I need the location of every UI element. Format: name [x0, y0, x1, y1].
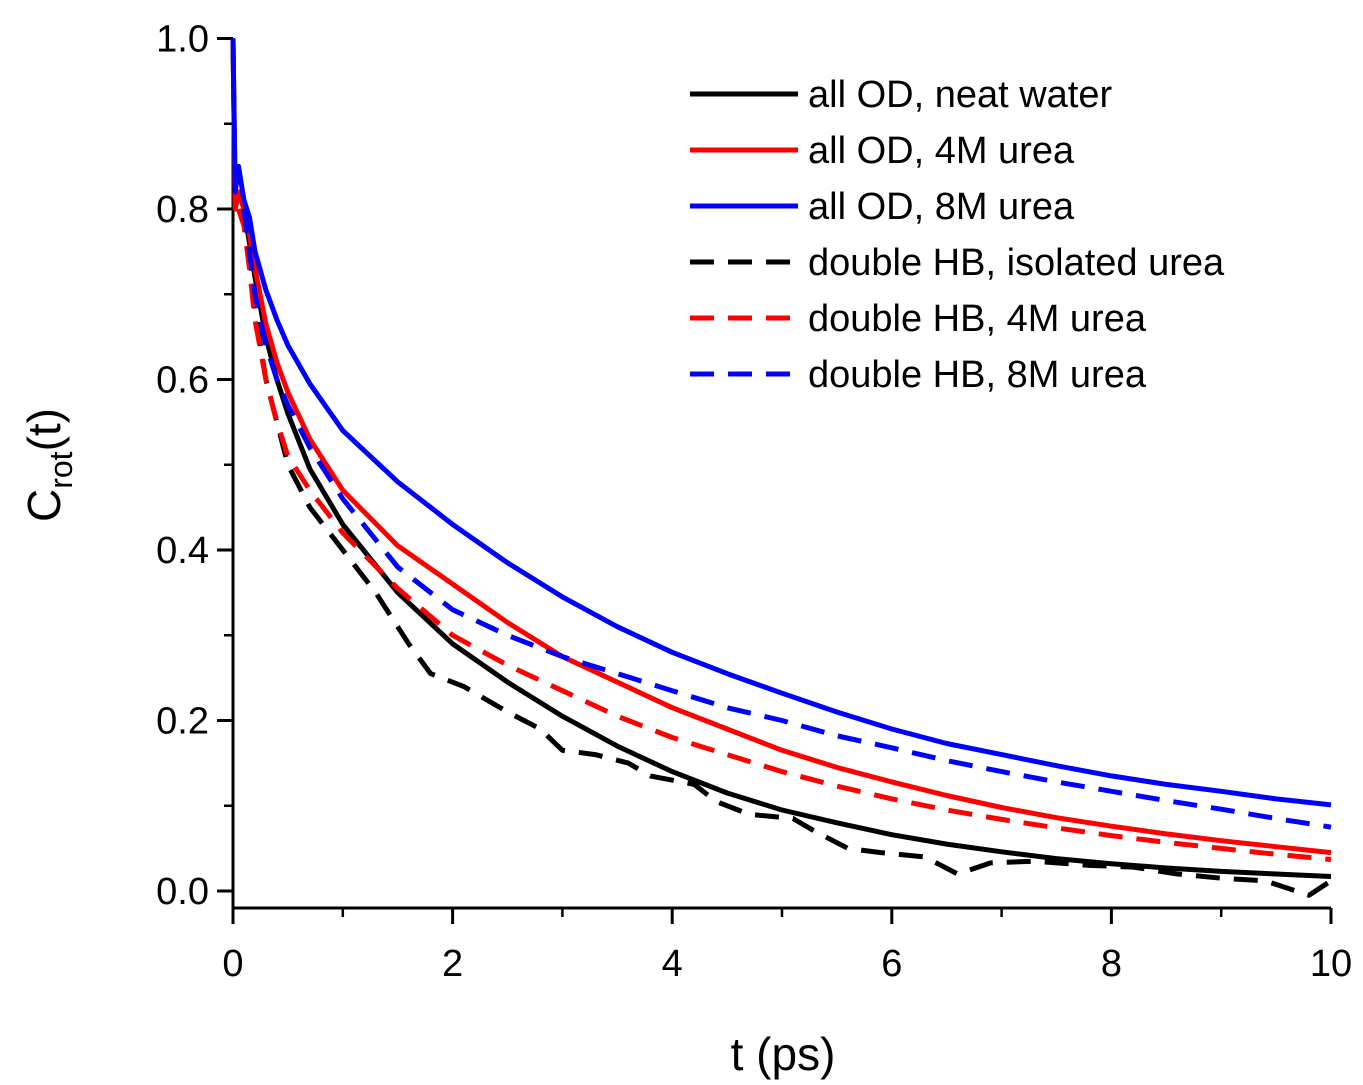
y-axis-title: Crot(t) — [18, 408, 79, 522]
x-tick-label: 10 — [1310, 943, 1352, 985]
y-tick-label: 0.6 — [156, 360, 209, 402]
legend-label-3: all OD, 8M urea — [808, 186, 1075, 228]
y-tick-label: 0.2 — [156, 701, 209, 743]
y-tick-label: 0.8 — [156, 189, 209, 231]
x-axis-title: t (ps) — [731, 1028, 836, 1080]
legend: all OD, neat water all OD, 4M urea all OD,… — [690, 74, 1225, 396]
x-tick-label: 2 — [442, 943, 463, 985]
legend-label-2: all OD, 4M urea — [808, 130, 1075, 172]
y-axis-title-suffix: (t) — [18, 408, 70, 451]
y-tick-label: 0.4 — [156, 530, 209, 572]
x-tick-label: 8 — [1101, 943, 1122, 985]
y-tick-label: 0.0 — [156, 871, 209, 913]
y-axis-title-main: C — [18, 489, 70, 522]
x-tick-label: 4 — [662, 943, 683, 985]
legend-label-6: double HB, 8M urea — [808, 354, 1147, 396]
x-tick-label: 6 — [881, 943, 902, 985]
x-tick-label: 0 — [222, 943, 243, 985]
legend-label-5: double HB, 4M urea — [808, 298, 1147, 340]
axes: 0.0 0.2 0.4 0.6 0.8 1.0 0 2 4 6 8 10 — [156, 19, 1352, 986]
series-line-3 — [230, 38, 1332, 808]
series-line-5 — [236, 208, 1332, 862]
legend-label-1: all OD, neat water — [808, 74, 1112, 116]
series-lines — [230, 38, 1333, 898]
series-line-6 — [241, 208, 1332, 830]
y-axis-title-subscript: rot — [43, 451, 79, 488]
y-tick-label: 1.0 — [156, 19, 209, 61]
series-line-2 — [230, 38, 1332, 856]
legend-label-4: double HB, isolated urea — [808, 242, 1225, 284]
series-line-4 — [241, 208, 1333, 898]
